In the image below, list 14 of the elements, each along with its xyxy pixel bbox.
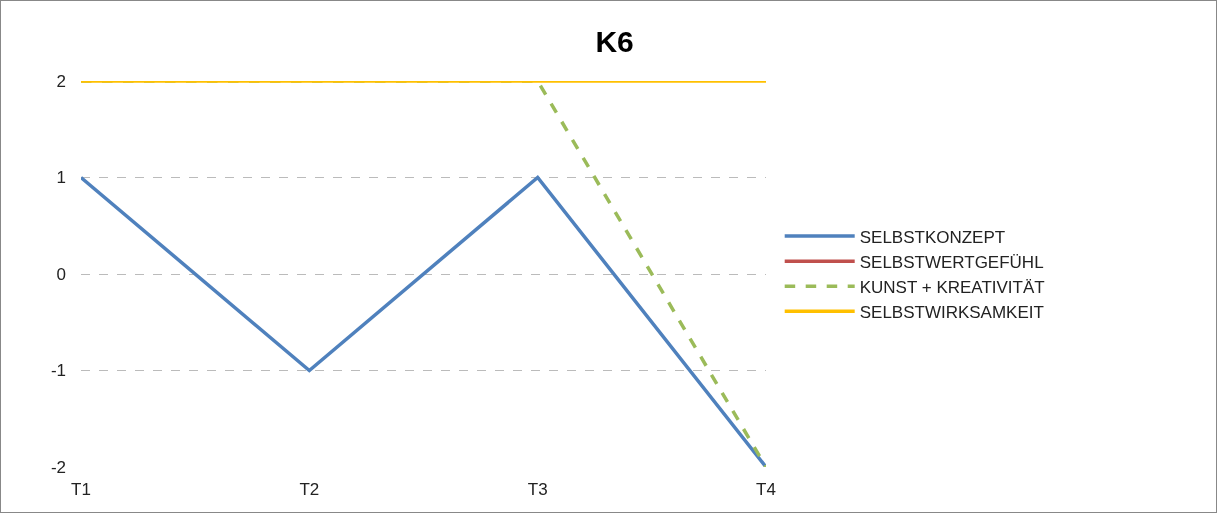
chart-title: K6 [595, 25, 634, 59]
x-tick-label: T3 [527, 480, 548, 499]
legend-label: SELBSTWERTGEFÜHL [859, 252, 1044, 272]
y-tick-label: 1 [56, 168, 66, 188]
y-tick-label: -2 [50, 457, 66, 477]
legend-label: SELBSTKONZEPT [859, 227, 1006, 247]
x-tick-label: T4 [756, 480, 776, 499]
legend-label: KUNST + KREATIVITÄT [859, 277, 1045, 297]
x-tick-label: T1 [71, 480, 91, 499]
y-tick-label: 2 [56, 71, 66, 91]
x-tick-label: T2 [299, 480, 320, 499]
y-tick-label: -1 [50, 361, 66, 381]
legend-label: SELBSTWIRKSAMKEIT [859, 302, 1044, 322]
y-tick-label: 0 [56, 264, 66, 284]
